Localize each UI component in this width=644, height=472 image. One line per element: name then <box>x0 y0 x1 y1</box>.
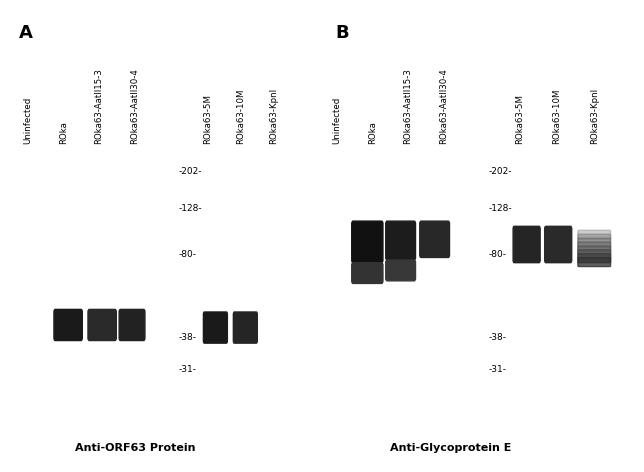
Text: ROka63-AatII15-3: ROka63-AatII15-3 <box>94 68 103 144</box>
Text: A: A <box>19 24 33 42</box>
Text: -128-: -128- <box>179 203 203 213</box>
Text: -128-: -128- <box>488 203 512 213</box>
FancyBboxPatch shape <box>352 262 383 283</box>
FancyBboxPatch shape <box>204 312 227 343</box>
Text: ROka63-5M: ROka63-5M <box>515 94 524 144</box>
Text: -38-: -38- <box>488 333 506 343</box>
Text: ROka63-10M: ROka63-10M <box>553 88 562 144</box>
FancyBboxPatch shape <box>88 310 117 341</box>
Text: ROka63-10M: ROka63-10M <box>236 88 245 144</box>
FancyBboxPatch shape <box>578 230 611 239</box>
Text: Anti-Glycoprotein E: Anti-Glycoprotein E <box>390 443 511 453</box>
Text: ROka63-AatII30-4: ROka63-AatII30-4 <box>129 68 138 144</box>
FancyBboxPatch shape <box>578 234 611 243</box>
FancyBboxPatch shape <box>578 257 611 267</box>
Text: ROka: ROka <box>59 121 68 144</box>
Text: B: B <box>335 24 348 42</box>
FancyBboxPatch shape <box>578 238 611 247</box>
FancyBboxPatch shape <box>578 250 611 259</box>
FancyBboxPatch shape <box>386 221 415 260</box>
Text: ROka63-KpnI: ROka63-KpnI <box>270 88 279 144</box>
Text: -31-: -31- <box>488 364 506 374</box>
FancyBboxPatch shape <box>420 221 450 258</box>
FancyBboxPatch shape <box>54 310 82 341</box>
FancyBboxPatch shape <box>513 227 540 262</box>
Text: -80-: -80- <box>488 250 506 260</box>
FancyBboxPatch shape <box>578 246 611 255</box>
FancyBboxPatch shape <box>578 242 611 251</box>
Text: -80-: -80- <box>179 250 197 260</box>
FancyBboxPatch shape <box>119 310 145 341</box>
FancyBboxPatch shape <box>352 221 383 262</box>
Text: -202-: -202- <box>488 167 511 177</box>
Text: ROka63-AatII15-3: ROka63-AatII15-3 <box>403 68 412 144</box>
Text: Anti-ORF63 Protein: Anti-ORF63 Protein <box>75 443 196 453</box>
Text: ROka63-5M: ROka63-5M <box>203 94 212 144</box>
Text: ROka: ROka <box>368 121 377 144</box>
FancyBboxPatch shape <box>578 253 611 262</box>
FancyBboxPatch shape <box>233 312 258 343</box>
Text: ROka63-AatII30-4: ROka63-AatII30-4 <box>439 68 448 144</box>
Text: -31-: -31- <box>179 364 197 374</box>
Text: Uninfected: Uninfected <box>24 97 32 144</box>
Text: -38-: -38- <box>179 333 197 343</box>
Text: ROka63-KpnI: ROka63-KpnI <box>590 88 599 144</box>
Text: Uninfected: Uninfected <box>332 97 341 144</box>
FancyBboxPatch shape <box>545 227 572 262</box>
Text: -202-: -202- <box>179 167 202 177</box>
FancyBboxPatch shape <box>386 260 415 281</box>
